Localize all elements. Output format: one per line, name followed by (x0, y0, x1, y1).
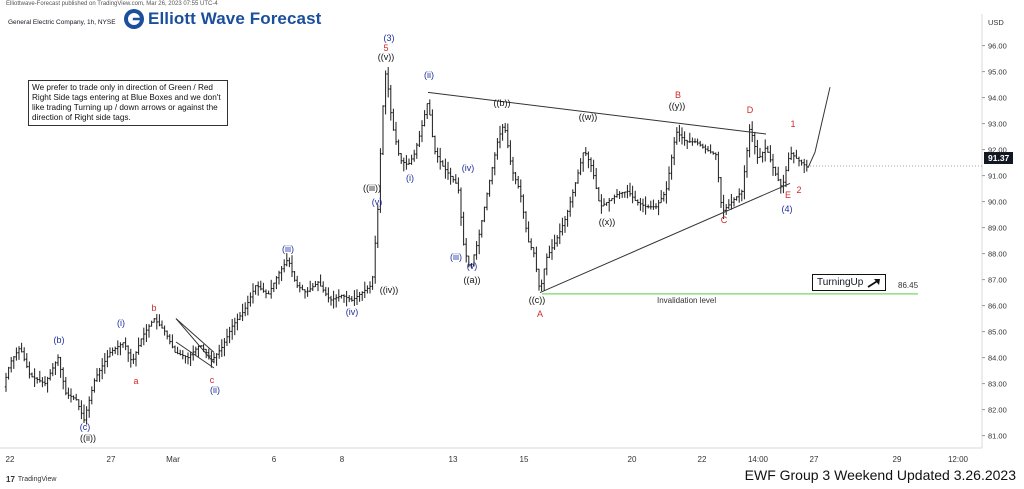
wave-label: 2 (796, 185, 802, 195)
wave-label: (i) (117, 318, 125, 328)
y-tick-label: 82.00 (988, 405, 1007, 415)
wave-label: (ii) (210, 385, 220, 395)
y-tick-label: 88.00 (988, 249, 1007, 259)
y-tick-label: 81.00 (988, 431, 1007, 441)
trading-note: We prefer to trade only in direction of … (28, 80, 228, 126)
tradingview-text: TradingView (17, 476, 57, 483)
wave-label: ((ii)) (80, 433, 96, 443)
projection-line (807, 87, 831, 169)
wave-label: ((v)) (377, 52, 395, 62)
wave-label: c (209, 375, 215, 385)
wave-label: ((x)) (598, 217, 616, 227)
y-tick-label: 85.00 (988, 327, 1007, 337)
x-tick-label: 15 (519, 455, 529, 464)
arrow-up-right-icon (867, 278, 881, 288)
wave-label: (v) (466, 261, 478, 271)
wedge-line (175, 341, 215, 369)
wave-label: ((c)) (528, 295, 546, 305)
wave-label: (3) (383, 33, 395, 43)
y-tick-label: 90.00 (988, 197, 1007, 207)
current-price-badge: 91.37 (984, 152, 1014, 164)
invalidation-value: 86.45 (898, 281, 919, 290)
wave-label: a (133, 376, 139, 386)
x-tick-label: 6 (271, 455, 277, 464)
y-tick-label: 92.00 (988, 145, 1007, 155)
y-tick-label: 86.00 (988, 301, 1007, 311)
symbol-label: General Electric Company, 1h, NYSE (8, 19, 116, 26)
triangle-lower-line (539, 182, 791, 294)
wave-label: ((iii)) (363, 183, 381, 193)
wave-label: A (536, 309, 544, 319)
x-tick-label: 27 (809, 455, 819, 464)
x-tick-label: 20 (627, 455, 637, 464)
wave-label: (iv) (345, 307, 359, 317)
y-tick-label: 96.00 (988, 41, 1007, 51)
wave-label: b (151, 303, 157, 313)
invalidation-label: Invalidation level (657, 296, 717, 305)
wave-label: (i) (406, 173, 414, 183)
x-tick-label: 27 (106, 455, 116, 464)
wave-label: D (746, 105, 754, 115)
publisher-line: Elliottwave-Forecast published on Tradin… (6, 1, 218, 7)
x-tick-label: Mar (166, 455, 180, 464)
y-tick-label: 95.00 (988, 67, 1007, 77)
x-tick-label: 14:00 (747, 455, 769, 464)
wave-label: ((y)) (668, 101, 686, 111)
brand-logo: Elliott Wave Forecast (124, 6, 321, 32)
wave-label: (iii) (450, 252, 462, 262)
wave-label: (b) (53, 335, 65, 345)
y-tick-label: 89.00 (988, 223, 1007, 233)
y-tick-label: 87.00 (988, 275, 1007, 285)
wave-label: ((a)) (463, 275, 481, 285)
logo-text: Elliott Wave Forecast (148, 9, 322, 28)
y-tick-label: 94.00 (988, 93, 1007, 103)
wave-label: (iii) (282, 244, 294, 254)
x-tick-label: 29 (892, 455, 902, 464)
wave-label: (c) (79, 422, 91, 432)
currency-label: USD (988, 18, 1004, 27)
wave-label: 5 (383, 43, 389, 53)
wave-label: ((iv)) (379, 285, 399, 295)
x-tick-label: 22 (697, 455, 707, 464)
wave-label: ((b)) (493, 98, 511, 108)
x-tick-label: 22 (5, 455, 15, 464)
ewf-logo-icon (124, 9, 144, 29)
tradingview-mark-icon: 17 (6, 475, 15, 484)
wedge-line (175, 318, 215, 353)
wave-label: C (720, 215, 728, 225)
y-tick-label: 84.00 (988, 353, 1007, 363)
wave-label: (4) (781, 204, 793, 214)
turning-up-box: TurningUp (812, 274, 887, 291)
wave-label: (ii) (424, 70, 434, 80)
footer-caption: EWF Group 3 Weekend Updated 3.26.2023 (744, 467, 1016, 483)
wave-label: B (674, 90, 682, 100)
wave-label: (iv) (461, 163, 475, 173)
tradingview-logo: 17 TradingView (6, 475, 56, 484)
wave-label: ((w)) (578, 112, 598, 122)
wave-label: 1 (790, 119, 796, 129)
wedge-line (175, 318, 215, 364)
wave-label: E (784, 190, 792, 200)
turning-up-label: TurningUp (817, 277, 864, 288)
x-tick-label: 13 (448, 455, 458, 464)
x-tick-label: 8 (339, 455, 345, 464)
y-tick-label: 91.00 (988, 171, 1007, 181)
x-tick-label: 12:00 (947, 455, 969, 464)
wave-label: (v) (371, 197, 383, 207)
y-tick-label: 93.00 (988, 119, 1007, 129)
y-tick-label: 83.00 (988, 379, 1007, 389)
triangle-upper-line (427, 91, 767, 135)
